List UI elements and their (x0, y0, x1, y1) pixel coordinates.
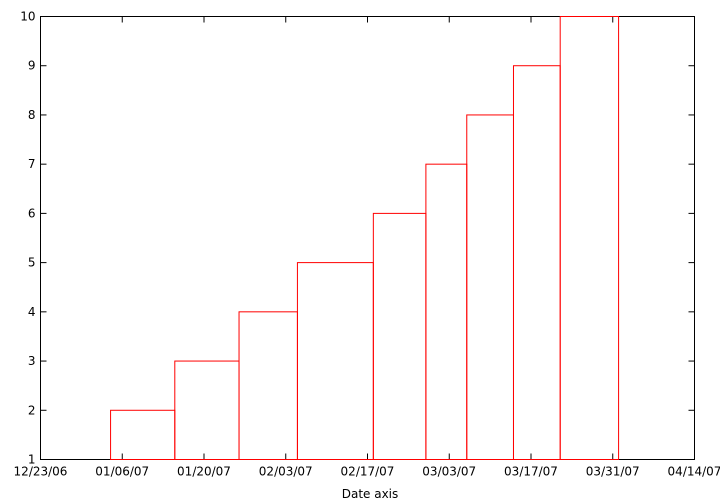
y-tick-label: 7 (28, 157, 36, 171)
y-tick-label: 2 (28, 403, 36, 417)
x-axis-title: Date axis (342, 487, 399, 501)
step-bar (296, 262, 374, 460)
step-bar (238, 311, 298, 461)
y-tick-label: 6 (28, 206, 36, 220)
x-tick-label: 03/03/07 (422, 465, 476, 479)
step-bar (466, 114, 514, 460)
step-bar (512, 65, 561, 460)
y-tick-labels: 1 2 3 4 5 6 7 8 9 10 (20, 10, 35, 467)
x-tick-label: 04/14/07 (668, 465, 720, 479)
y-tick-label: 8 (28, 108, 36, 122)
axis-ticks (40, 16, 695, 460)
bar-series (110, 16, 620, 461)
y-tick-label: 4 (28, 305, 36, 319)
y-tick-label: 1 (28, 453, 36, 467)
step-bar (559, 16, 620, 460)
plot-frame (40, 16, 695, 460)
step-bar (425, 163, 468, 461)
y-tick-label: 3 (28, 354, 36, 368)
step-bar (110, 409, 176, 460)
step-bar (174, 360, 240, 460)
x-tick-label: 03/17/07 (504, 465, 558, 479)
x-tick-label: 01/20/07 (177, 465, 231, 479)
y-tick-label: 5 (28, 256, 36, 270)
x-tick-labels: 12/23/06 01/06/07 01/20/07 02/03/07 02/17/07… (14, 465, 720, 479)
y-tick-label: 9 (28, 59, 36, 73)
x-tick-label: 02/17/07 (341, 465, 395, 479)
x-tick-label: 12/23/06 (14, 465, 68, 479)
x-tick-label: 01/06/07 (95, 465, 149, 479)
step-bar (372, 212, 427, 460)
y-tick-label: 10 (20, 10, 35, 24)
x-tick-label: 03/31/07 (586, 465, 640, 479)
x-tick-label: 02/03/07 (259, 465, 313, 479)
